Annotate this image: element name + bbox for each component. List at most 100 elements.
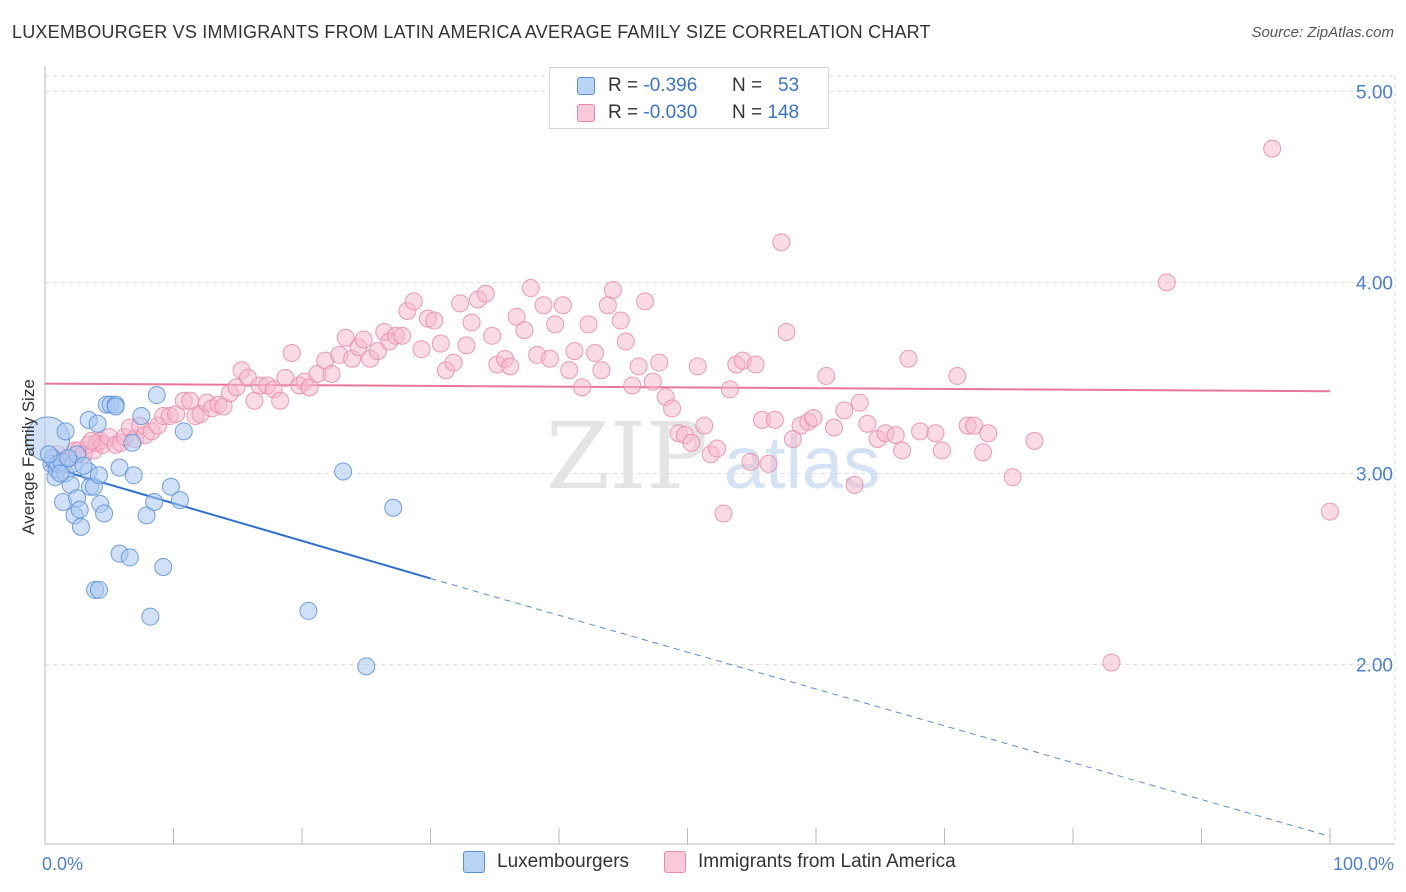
legend-r-value: -0.396 xyxy=(643,75,698,96)
legend-label: Immigrants from Latin America xyxy=(698,851,956,872)
data-points xyxy=(25,139,1339,676)
point-latin-america xyxy=(835,401,854,420)
point-latin-america xyxy=(507,307,526,326)
point-latin-america xyxy=(276,368,295,387)
point-latin-america xyxy=(845,475,864,494)
point-latin-america xyxy=(404,292,423,311)
point-luxembourgers xyxy=(137,506,156,525)
point-latin-america xyxy=(82,431,101,450)
point-luxembourgers xyxy=(174,422,193,441)
point-luxembourgers xyxy=(123,433,142,452)
legend-label: Luxembourgers xyxy=(497,851,630,872)
watermark-zip: ZIP xyxy=(546,403,708,510)
legend-n-value: 53 xyxy=(777,75,800,96)
point-latin-america xyxy=(650,353,669,372)
point-latin-america xyxy=(245,391,264,410)
point-luxembourgers xyxy=(141,607,160,626)
point-latin-america xyxy=(167,405,186,424)
point-latin-america xyxy=(804,408,823,427)
point-latin-america xyxy=(926,424,945,443)
point-latin-america xyxy=(603,280,622,299)
x-tick-label: 100.0% xyxy=(1333,854,1394,874)
point-luxembourgers xyxy=(39,445,58,464)
point-latin-america xyxy=(282,344,301,363)
point-latin-america xyxy=(682,433,701,452)
y-tick-label: 3.00 xyxy=(1356,464,1393,485)
point-latin-america xyxy=(765,410,784,429)
point-latin-america xyxy=(451,294,470,313)
point-latin-america xyxy=(560,361,579,380)
point-latin-america xyxy=(932,441,951,460)
point-latin-america xyxy=(368,342,387,361)
point-luxembourgers xyxy=(110,458,129,477)
point-luxembourgers xyxy=(161,477,180,496)
point-luxembourgers xyxy=(71,517,90,536)
point-latin-america xyxy=(720,380,739,399)
point-latin-america xyxy=(850,393,869,412)
point-latin-america xyxy=(965,416,984,435)
point-luxembourgers xyxy=(89,466,108,485)
point-latin-america xyxy=(611,311,630,330)
point-latin-america xyxy=(462,313,481,332)
point-latin-america xyxy=(858,414,877,433)
point-latin-america xyxy=(708,439,727,458)
point-latin-america xyxy=(893,441,912,460)
point-latin-america xyxy=(565,342,584,361)
point-latin-america xyxy=(431,334,450,353)
point-luxembourgers xyxy=(124,466,143,485)
point-latin-america xyxy=(553,296,572,315)
point-luxembourgers xyxy=(74,456,93,475)
point-latin-america xyxy=(1263,139,1282,158)
point-latin-america xyxy=(714,504,733,523)
point-latin-america xyxy=(746,355,765,374)
chart-title: LUXEMBOURGER VS IMMIGRANTS FROM LATIN AM… xyxy=(12,22,931,42)
legend-swatch-pink xyxy=(577,104,595,122)
point-luxembourgers xyxy=(51,464,70,483)
point-latin-america xyxy=(541,349,560,368)
y-tick-labels: 2.00 3.00 4.00 5.00 xyxy=(1356,82,1393,676)
point-luxembourgers xyxy=(120,548,139,567)
point-luxembourgers xyxy=(88,414,107,433)
point-latin-america xyxy=(629,357,648,376)
point-latin-america xyxy=(579,315,598,334)
series-legend: Luxembourgers Immigrants from Latin Amer… xyxy=(0,851,1406,879)
point-latin-america xyxy=(695,416,714,435)
point-latin-america xyxy=(636,292,655,311)
point-luxembourgers xyxy=(56,422,75,441)
gridlines xyxy=(45,75,1396,844)
point-latin-america xyxy=(573,378,592,397)
point-luxembourgers xyxy=(384,498,403,517)
y-tick-label: 5.00 xyxy=(1356,82,1393,103)
legend-row-luxembourgers: R = -0.396 N = 53 xyxy=(550,73,828,99)
legend-swatch-blue xyxy=(577,77,595,95)
point-latin-america xyxy=(300,378,319,397)
y-tick-label: 2.00 xyxy=(1356,655,1393,676)
point-latin-america xyxy=(1102,653,1121,672)
point-latin-america xyxy=(911,422,930,441)
stats-legend: R = -0.396 N = 53 R = -0.030 N = 148 xyxy=(549,67,829,129)
legend-row-latin-america: R = -0.030 N = 148 xyxy=(550,100,828,126)
point-luxembourgers xyxy=(89,580,108,599)
point-latin-america xyxy=(444,353,463,372)
point-luxembourgers xyxy=(299,601,318,620)
point-luxembourgers xyxy=(95,504,114,523)
point-luxembourgers xyxy=(154,557,173,576)
point-latin-america xyxy=(777,323,796,341)
point-latin-america xyxy=(1321,502,1339,521)
point-latin-america xyxy=(1003,468,1022,487)
point-latin-america xyxy=(515,321,534,340)
point-latin-america xyxy=(886,426,905,445)
point-latin-america xyxy=(227,378,246,397)
point-luxembourgers xyxy=(334,462,353,481)
legend-n-label: N = xyxy=(732,102,763,123)
legend-n-label: N = xyxy=(732,75,763,96)
trend-line-luxembourgers-projection xyxy=(430,577,1331,837)
point-luxembourgers xyxy=(147,386,166,405)
legend-swatch-pink xyxy=(664,851,686,873)
point-luxembourgers xyxy=(132,407,151,426)
y-axis-label: Average Family Size xyxy=(19,379,38,535)
point-latin-america xyxy=(354,330,373,349)
point-luxembourgers xyxy=(106,397,125,416)
point-latin-america xyxy=(899,349,918,368)
point-latin-america xyxy=(585,344,604,363)
